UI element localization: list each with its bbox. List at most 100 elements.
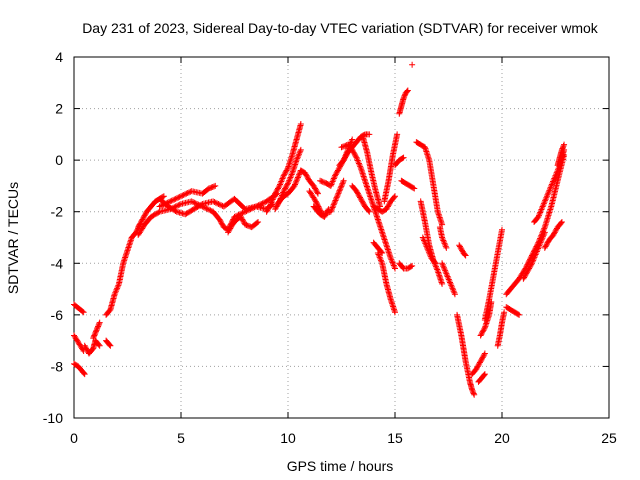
data-point	[323, 210, 330, 217]
data-point	[440, 263, 447, 270]
data-point	[329, 204, 336, 211]
data-point	[421, 238, 428, 245]
data-point	[521, 273, 528, 280]
data-point	[294, 155, 301, 162]
data-point	[207, 207, 214, 214]
data-point	[548, 182, 555, 189]
data-point	[168, 197, 175, 204]
data-point	[442, 241, 449, 248]
data-point	[531, 254, 538, 261]
data-point	[267, 200, 274, 207]
data-point	[477, 332, 484, 339]
data-point	[432, 260, 439, 267]
data-point	[480, 353, 487, 360]
data-point	[480, 327, 487, 334]
data-point	[354, 189, 361, 196]
data-point	[543, 242, 550, 249]
data-point	[172, 195, 179, 202]
data-point	[431, 259, 438, 266]
data-point	[540, 232, 547, 239]
data-point	[409, 262, 416, 269]
data-point	[294, 154, 301, 161]
data-point	[259, 200, 266, 207]
series-arc-39	[456, 242, 469, 259]
data-point	[516, 311, 523, 318]
data-point	[439, 280, 446, 287]
data-point	[294, 174, 301, 181]
data-point	[470, 390, 477, 397]
series-arc-07	[103, 221, 144, 318]
data-point	[184, 190, 191, 197]
data-point	[474, 363, 481, 370]
data-point	[165, 199, 172, 206]
data-point	[225, 229, 232, 236]
data-point	[357, 194, 364, 201]
data-point	[139, 216, 146, 223]
data-point	[138, 217, 145, 224]
data-point	[95, 322, 102, 329]
data-point	[280, 188, 287, 195]
data-point	[156, 203, 163, 210]
data-point	[536, 242, 543, 249]
data-point	[529, 258, 536, 265]
data-point	[558, 220, 565, 227]
data-point	[216, 201, 223, 208]
data-point	[330, 201, 337, 208]
data-point	[267, 202, 274, 209]
x-axis-label: GPS time / hours	[287, 458, 394, 474]
data-point	[288, 171, 295, 178]
data-point	[186, 189, 193, 196]
data-point	[268, 199, 275, 206]
data-point	[94, 324, 101, 331]
data-point	[215, 200, 222, 207]
data-point	[543, 240, 550, 247]
data-point	[537, 209, 544, 216]
data-point	[359, 199, 366, 206]
data-point	[457, 244, 464, 251]
data-point	[358, 197, 365, 204]
data-point	[237, 213, 244, 220]
y-tick-label: 4	[55, 49, 63, 65]
data-point	[338, 181, 345, 188]
data-point	[227, 224, 234, 231]
series-arc-24	[359, 133, 384, 210]
data-point	[111, 291, 118, 298]
data-point	[332, 172, 339, 179]
data-point	[550, 178, 557, 185]
data-point	[523, 269, 530, 276]
series-arc-01	[71, 301, 87, 316]
data-point	[106, 341, 113, 348]
series-arc-34	[413, 139, 446, 228]
data-point	[137, 220, 144, 227]
data-point	[209, 183, 216, 190]
data-point	[182, 191, 189, 198]
x-tick-label: 20	[494, 430, 510, 446]
data-point	[278, 177, 285, 184]
data-point	[91, 332, 98, 339]
data-point	[342, 153, 349, 160]
data-point	[539, 235, 546, 242]
data-point	[560, 142, 567, 149]
data-point	[332, 197, 339, 204]
data-point	[421, 237, 428, 244]
data-point	[547, 184, 554, 191]
data-point	[427, 253, 434, 260]
data-point	[292, 181, 299, 188]
data-point	[546, 187, 553, 194]
data-point	[312, 185, 319, 192]
data-point	[456, 243, 463, 250]
data-point	[550, 231, 557, 238]
data-point	[330, 203, 337, 210]
data-point	[474, 364, 481, 371]
data-point	[546, 185, 553, 192]
data-point	[178, 193, 184, 200]
series-arc-32	[396, 260, 416, 272]
series-arc-33	[398, 177, 418, 192]
data-point	[314, 190, 321, 197]
data-point	[341, 143, 348, 150]
data-point	[95, 341, 102, 348]
data-point	[366, 131, 373, 138]
data-point	[558, 219, 565, 226]
data-point	[282, 185, 289, 192]
data-point	[239, 210, 246, 217]
